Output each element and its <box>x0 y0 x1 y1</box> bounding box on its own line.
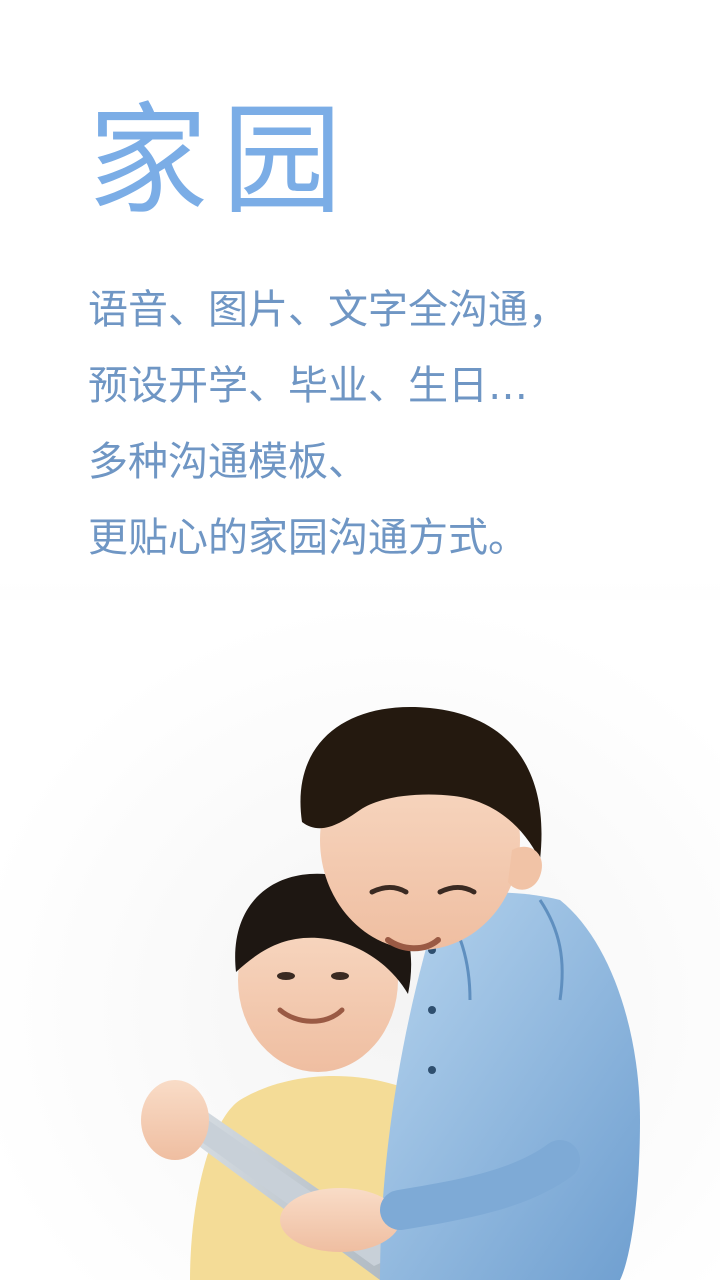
description-line-4: 更贴心的家园沟通方式。 <box>88 515 528 561</box>
description-line-1: 语音、图片、文字全沟通， <box>88 287 568 333</box>
page-title: 家园 <box>88 92 356 231</box>
children-with-tablet-image <box>0 600 720 1280</box>
description-line-2: 预设开学、毕业、生日… <box>88 363 528 409</box>
feature-description: 语音、图片、文字全沟通， 预设开学、毕业、生日… 多种沟通模板、 更贴心的家园沟… <box>88 272 688 576</box>
description-line-3: 多种沟通模板、 <box>88 439 368 485</box>
